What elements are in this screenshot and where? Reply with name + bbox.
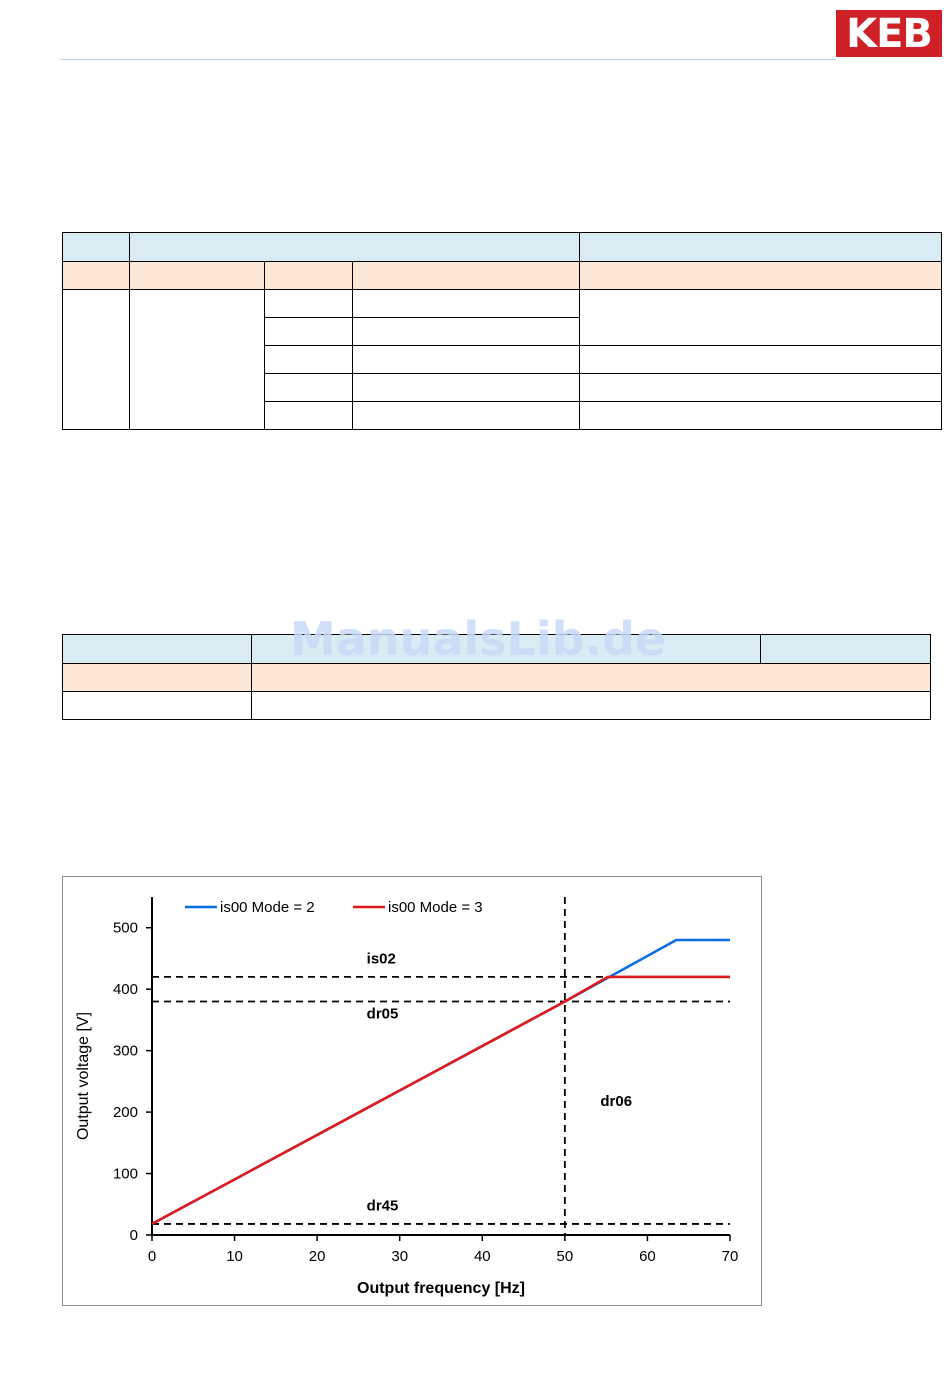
legend-label-1: is00 Mode = 2 [220,899,315,916]
table-cell [62,289,130,430]
table-subheader-row [62,663,931,692]
reference-label-is02: is02 [367,950,396,967]
table-row [62,289,943,430]
table-cell [128,232,581,262]
y-tick-label: 100 [113,1166,138,1183]
x-tick-label: 70 [722,1248,739,1265]
table-cell [264,373,353,402]
table-cell [62,261,130,290]
series-line-1 [151,938,730,1226]
table-cell [579,289,943,346]
table-subheader-row [62,261,943,290]
parameter-table-2 [62,634,931,720]
table-header-row [62,634,931,664]
table-cell [264,261,353,290]
y-tick-label: 0 [130,1227,138,1244]
table-cell [251,634,761,664]
x-tick-label: 30 [391,1248,408,1265]
table-cell [62,232,130,262]
table-cell [351,317,581,346]
table-cell [579,345,943,374]
table-row [63,401,943,430]
x-tick-label: 10 [226,1248,243,1265]
legend-label-2: is00 Mode = 3 [388,899,483,916]
table-cell [129,289,265,430]
y-axis-label: Output voltage [V] [75,1012,92,1140]
table-cell [264,401,353,430]
reference-label-dr06: dr06 [600,1093,632,1110]
table-cell [351,373,581,402]
table-cell [251,663,931,692]
table-cell [62,691,252,720]
table-cell [129,261,265,290]
keb-logo: KEB [836,10,942,57]
table-cell [264,345,353,374]
table-cell [579,373,943,402]
table-header-row [62,232,943,262]
vf-characteristic-chart: 0 100 200 300 400 500 0 10 20 30 40 50 60 70 Output fr… [62,876,762,1306]
reference-label-dr45: dr45 [367,1197,399,1214]
table-row [63,373,943,402]
y-tick-label: 300 [113,1043,138,1060]
table-row [62,691,931,720]
table-cell [264,317,353,346]
table-cell [351,289,581,318]
x-tick-label: 20 [309,1248,326,1265]
y-tick-label: 500 [113,920,138,937]
x-tick-label: 60 [639,1248,656,1265]
table-cell [351,345,581,374]
logo-text: KEB [846,10,933,57]
reference-label-dr05: dr05 [367,1006,399,1023]
y-tick-label: 200 [113,1104,138,1121]
table-cell [760,634,931,664]
x-tick-label: 40 [474,1248,491,1265]
table-cell [579,401,943,430]
table-cell [251,691,931,720]
y-tick-label: 400 [113,981,138,998]
watermark-text: ManualsLib.de [290,612,667,666]
header-rule [60,59,836,60]
table-cell [264,289,353,318]
series-line-2 [151,975,730,1226]
x-tick-label: 0 [148,1248,156,1265]
table-cell [62,634,252,664]
chart-canvas: 0 100 200 300 400 500 0 10 20 30 40 50 60 70 Output fr… [75,897,739,1297]
x-tick-label: 50 [557,1248,574,1265]
table-cell [579,261,943,290]
parameter-table-1 [62,232,943,430]
table-cell [579,232,943,262]
table-cell [351,261,581,290]
table-cell [351,401,581,430]
x-axis-label: Output frequency [Hz] [357,1280,525,1297]
table-cell [62,663,252,692]
